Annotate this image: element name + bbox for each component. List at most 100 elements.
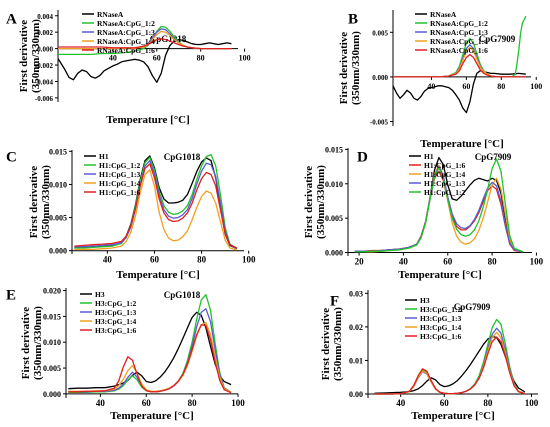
y-tick-label: -0.005 [370,119,389,127]
legend-label: H3:CpG_1:6 [95,326,137,335]
y-tick-label: -0.006 [35,95,54,103]
y-tick-label: 0.000 [37,46,53,54]
y-tick-label: 0.000 [372,74,388,82]
x-tick-label: 60 [153,54,161,63]
x-tick-label: 40 [396,398,406,408]
legend-label: H1:CpG_1:6 [99,188,141,197]
x-tick-label: 60 [142,398,152,408]
y-axis-label: First derivative(350nm/330nm) [303,165,327,239]
y-tick-label: 0.020 [43,287,61,296]
x-tick-label: 40 [399,257,409,267]
series-line [68,311,232,390]
x-tick-label: 100 [231,398,245,408]
series-line [74,163,238,249]
y-tick-label: 0.005 [49,214,67,223]
panel-A: A -0.006 -0.004 -0.002 0.000 0.002 0.004 40 60 80… [6,10,251,126]
y-tick-label: 0.002 [37,29,53,37]
legend-label: RNaseA:CpG_1:3 [97,28,155,37]
x-tick-label: 80 [488,257,498,267]
panel-E: E 0.000 0.005 0.010 0.015 0.020 40 60 80 100 Tempe… [6,287,245,422]
y-tick-label: 0.005 [43,364,61,373]
x-tick-label: 60 [440,398,450,408]
y-axis-label: First derivative(350nm/330nm) [28,165,52,239]
legend-label: H1:CpG_1:2 [99,161,141,170]
y-tick-label: 0.00 [349,390,363,399]
x-tick-label: 40 [103,255,113,265]
legend-label: H3:CpG_1:2 [420,305,462,314]
panel-C: C 0.000 0.005 0.010 0.015 40 60 80 100 Temperatur… [6,147,256,281]
y-axis-label: First derivative(350nm/330nm) [20,306,44,380]
panel-label: D [357,150,368,166]
panel-label: E [6,288,16,304]
x-tick-label: 80 [197,54,205,63]
legend-label: RNaseA [430,10,457,19]
y-tick-label: -0.002 [35,62,54,70]
panel-B: B -0.005 0.000 0.005 40 60 80 100 Temperature [°… [338,10,542,150]
x-tick-label: 100 [530,257,544,267]
y-tick-label: 0.004 [37,13,53,21]
x-tick-label: 40 [96,398,106,408]
legend-label: H3 [420,296,430,305]
x-tick-label: 80 [197,255,207,265]
series-line [68,324,232,394]
panel-label: B [348,12,358,28]
x-axis-label: Temperature [°C] [116,269,200,281]
y-tick-label: 0.015 [43,312,61,321]
panel-D: D 0.000 0.005 0.010 0.015 20 40 60 80 100 Temperat… [303,145,544,281]
panel-label: C [6,150,17,166]
legend-label: H3:CpG_1:3 [420,314,462,323]
x-tick-label: 100 [525,398,539,408]
x-tick-label: 40 [109,54,117,63]
legend-label: H1:CpG_1:3 [99,170,141,179]
x-tick-label: 60 [443,257,453,267]
series-line [57,38,232,83]
series-line [74,153,238,250]
series-line [354,158,524,253]
legend-label: RNaseA [97,10,124,19]
y-tick-label: 0.010 [43,338,61,347]
series-line [392,70,526,114]
y-tick-label: 0.015 [325,145,343,154]
legend-label: H3:CpG_1:6 [420,332,462,341]
panel-annotation: CpG7909 [479,34,516,44]
series-line [374,335,526,394]
y-tick-label: 0.02 [349,323,363,332]
panel-annotation: CpG7909 [475,152,512,162]
x-tick-label: 20 [355,257,365,267]
legend-label: RNaseA:CpG_1:6 [430,46,488,55]
x-axis-label: Temperature [°C] [398,269,482,281]
x-tick-label: 100 [242,255,256,265]
x-tick-label: 100 [239,54,251,63]
y-axis-label: First derivative(350nm/330nm) [18,19,42,93]
y-tick-label: 0.005 [325,214,343,223]
legend-label: H3:CpG_1:4 [420,323,462,332]
legend-label: H3:CpG_1:3 [95,308,137,317]
x-axis-label: Temperature [°C] [110,410,194,422]
y-tick-label: 0.000 [325,249,343,258]
series-line [58,38,232,50]
x-axis-label: Temperature [°C] [420,138,504,150]
x-tick-label: 60 [150,255,160,265]
legend-label: H1:CpG_1:3 [424,179,466,188]
x-axis-label: Temperature [°C] [106,114,190,126]
panel-annotation: CpG1018 [150,34,187,44]
legend-label: H3 [95,290,105,299]
legend-label: H1 [424,152,434,161]
series-line [393,53,526,78]
x-tick-label: 40 [427,82,435,91]
legend-label: H1:CpG_1:4 [99,179,141,188]
x-tick-label: 80 [483,398,493,408]
series-line [354,165,524,253]
series-line [374,336,526,395]
y-tick-label: 0.005 [372,29,388,37]
legend-label: RNaseA:CpG_1:3 [430,28,488,37]
y-axis-label: First derivative(350nm/330nm) [320,307,344,381]
legend-label: RNaseA:CpG_1:2 [430,19,488,28]
y-tick-label: 0.03 [349,289,363,298]
legend-label: RNaseA:CpG_1:4 [97,37,155,46]
legend-label: RNaseA:CpG_1:2 [97,19,155,28]
y-tick-label: 0.000 [43,390,61,399]
x-tick-label: 60 [462,82,470,91]
